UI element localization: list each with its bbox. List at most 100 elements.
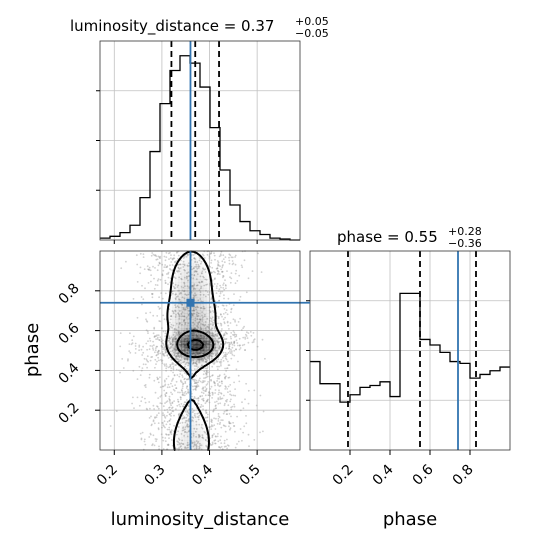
scatter-point [196, 416, 199, 418]
scatter-point [218, 416, 221, 418]
scatter-point [194, 258, 197, 260]
scatter-point [147, 332, 149, 334]
scatter-point [165, 256, 168, 258]
scatter-point [165, 433, 167, 435]
scatter-point [228, 256, 230, 259]
scatter-point [223, 410, 226, 413]
scatter-point [207, 342, 210, 344]
density-cell [196, 278, 201, 283]
scatter-point [233, 341, 236, 343]
scatter-point [168, 426, 171, 429]
scatter-point [138, 344, 141, 347]
scatter-point [197, 323, 200, 326]
scatter-point [171, 378, 174, 381]
scatter-point [197, 385, 200, 388]
scatter-point [183, 350, 185, 352]
scatter-point [208, 320, 211, 322]
scatter-point [191, 309, 194, 312]
density-cell [181, 356, 185, 361]
scatter-point [170, 336, 173, 339]
scatter-point [243, 325, 246, 328]
scatter-point [183, 435, 186, 437]
scatter-point [215, 407, 218, 410]
scatter-point [148, 268, 151, 271]
scatter-point [215, 359, 218, 362]
scatter-point [212, 270, 215, 273]
scatter-point [223, 297, 225, 300]
density-cell [200, 288, 204, 292]
scatter-point [183, 416, 186, 419]
scatter-point [229, 393, 232, 396]
density-cell [196, 269, 201, 274]
density-cell [203, 294, 207, 298]
density-cell [196, 263, 201, 267]
scatter-point [164, 264, 167, 266]
scatter-point [192, 334, 194, 337]
scatter-point [151, 444, 154, 447]
scatter-point [195, 385, 198, 387]
scatter-point [186, 276, 188, 278]
scatter-point [217, 315, 220, 318]
scatter-point [194, 327, 196, 329]
density-cell [181, 266, 185, 270]
scatter-point [219, 292, 222, 295]
scatter-point [183, 350, 186, 353]
scatter-point [175, 328, 178, 331]
density-cell [209, 328, 213, 333]
scatter-point [194, 362, 197, 364]
density-cell [181, 310, 185, 314]
ld-title: luminosity_distance = 0.37 [70, 17, 274, 36]
density-cell [169, 319, 172, 322]
scatter-point [181, 374, 184, 377]
scatter-point [231, 263, 234, 266]
scatter-point [194, 265, 197, 268]
scatter-point [186, 431, 188, 434]
density-cell [171, 325, 176, 330]
density-cell [172, 291, 175, 294]
scatter-point [170, 404, 173, 407]
scatter-point [231, 346, 234, 349]
scatter-point [223, 404, 226, 407]
scatter-point [186, 378, 189, 380]
scatter-point [222, 424, 225, 427]
scatter-point [193, 385, 196, 388]
scatter-point [252, 339, 255, 341]
scatter-point [228, 347, 230, 350]
scatter-point [157, 349, 160, 352]
scatter-point [192, 254, 195, 256]
density-cell [184, 434, 188, 438]
scatter-point [184, 293, 187, 296]
scatter-point [153, 287, 156, 290]
scatter-point [155, 438, 158, 441]
density-cell [193, 319, 198, 323]
scatter-point [167, 347, 170, 350]
scatter-point [214, 271, 216, 274]
scatter-point [211, 327, 213, 330]
scatter-point [202, 254, 205, 257]
scatter-point [222, 282, 225, 285]
scatter-point [174, 344, 177, 347]
scatter-point [180, 339, 183, 341]
scatter-point [242, 336, 245, 339]
scatter-point [206, 416, 209, 418]
density-cell [209, 319, 213, 323]
density-cell [175, 310, 179, 314]
scatter-point [219, 337, 221, 339]
scatter-point [145, 329, 148, 332]
scatter-point [218, 299, 221, 302]
scatter-point [243, 425, 246, 428]
scatter-point [219, 284, 222, 287]
scatter-point [178, 447, 180, 450]
scatter-point [204, 390, 206, 392]
ld-title-minus: −0.05 [295, 27, 329, 40]
scatter-point [234, 256, 237, 258]
x-tick-label-phase-0: 0.2 [330, 462, 357, 489]
scatter-point [188, 362, 191, 365]
scatter-point [203, 340, 206, 343]
scatter-point [225, 400, 228, 403]
scatter-point [212, 334, 215, 337]
scatter-point [241, 344, 244, 347]
scatter-point [195, 335, 198, 337]
density-cell [171, 313, 176, 317]
scatter-point [162, 439, 165, 442]
